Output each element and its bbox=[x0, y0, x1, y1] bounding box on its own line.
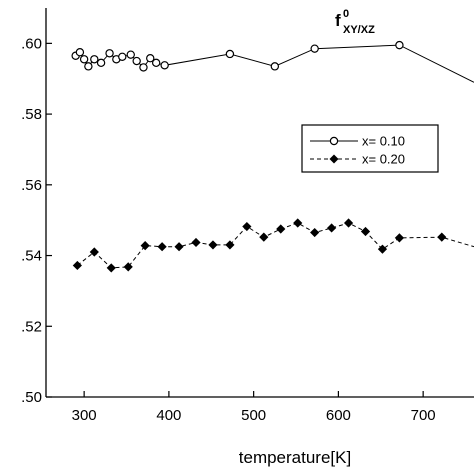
data-point-filled-diamond bbox=[225, 240, 235, 250]
data-point-filled-diamond bbox=[310, 227, 320, 238]
legend: x= 0.10 x= 0.20 bbox=[301, 124, 439, 173]
data-point-filled-diamond bbox=[293, 218, 303, 228]
y-tick-label: .50 bbox=[21, 389, 42, 406]
y-tick-label: .56 bbox=[21, 177, 42, 194]
data-point-open-circle bbox=[79, 55, 89, 64]
data-point-filled-diamond bbox=[72, 260, 82, 271]
data-point-open-circle bbox=[84, 62, 93, 71]
legend-entry-x020: x= 0.20 bbox=[310, 152, 405, 167]
y-tick-label: .52 bbox=[21, 318, 42, 335]
data-point-open-circle bbox=[395, 40, 404, 50]
data-point-filled-diamond bbox=[140, 241, 150, 251]
data-point-filled-diamond bbox=[327, 223, 337, 233]
annotation-main: f bbox=[335, 11, 341, 30]
legend-entry-x010: x= 0.10 bbox=[310, 134, 405, 149]
series-line-1 bbox=[77, 222, 474, 269]
legend-label-x010: x= 0.10 bbox=[362, 134, 405, 149]
annotation-subscript: XY/XZ bbox=[343, 24, 375, 36]
legend-marker-filled-diamond bbox=[329, 154, 339, 164]
series-layer bbox=[71, 40, 474, 273]
data-point-open-circle bbox=[270, 62, 280, 71]
data-point-filled-diamond bbox=[208, 240, 218, 250]
y-tick-label: .58 bbox=[21, 106, 42, 123]
data-point-open-circle bbox=[310, 44, 319, 53]
data-point-open-circle bbox=[146, 54, 155, 63]
plot-frame bbox=[45, 8, 474, 398]
data-point-open-circle bbox=[118, 52, 127, 62]
data-point-filled-diamond bbox=[394, 233, 405, 243]
x-tick-label: 700 bbox=[411, 407, 436, 424]
data-point-filled-diamond bbox=[242, 221, 252, 232]
data-point-filled-diamond bbox=[123, 262, 133, 272]
data-point-filled-diamond bbox=[276, 224, 286, 234]
x-tick-label: 600 bbox=[326, 407, 351, 424]
y-tick-label: .54 bbox=[21, 248, 42, 265]
annotation-f0-xyxz: f 0 XY/XZ bbox=[335, 8, 375, 36]
x-tick-label: 400 bbox=[156, 407, 181, 424]
data-point-open-circle bbox=[105, 49, 114, 58]
data-point-filled-diamond bbox=[437, 232, 447, 242]
data-point-open-circle bbox=[160, 61, 169, 70]
data-point-open-circle bbox=[90, 55, 99, 64]
x-axis-ticks: 300 400 500 600 700 bbox=[72, 391, 436, 424]
data-point-filled-diamond bbox=[157, 242, 167, 252]
data-point-open-circle bbox=[75, 48, 85, 57]
annotation-superscript: 0 bbox=[343, 8, 349, 20]
legend-label-x020: x= 0.20 bbox=[362, 152, 405, 167]
legend-marker-open-circle bbox=[329, 136, 339, 146]
data-point-filled-diamond bbox=[360, 226, 371, 237]
data-point-open-circle bbox=[139, 63, 148, 72]
data-point-filled-diamond bbox=[259, 232, 269, 242]
legend-box bbox=[301, 124, 439, 173]
data-point-filled-diamond bbox=[191, 237, 201, 248]
data-point-filled-diamond bbox=[343, 218, 354, 228]
y-axis-ticks: .50 .52 .54 .56 .58 .60 bbox=[21, 35, 52, 406]
data-point-open-circle bbox=[151, 58, 161, 68]
data-point-filled-diamond bbox=[106, 263, 116, 273]
data-point-open-circle bbox=[96, 58, 106, 68]
data-point-open-circle bbox=[225, 49, 235, 59]
x-tick-label: 500 bbox=[241, 407, 266, 424]
data-point-filled-diamond bbox=[89, 247, 99, 257]
data-point-open-circle bbox=[132, 56, 141, 66]
data-point-open-circle bbox=[126, 50, 135, 59]
data-point-filled-diamond bbox=[377, 244, 388, 254]
y-tick-label: .60 bbox=[21, 35, 42, 52]
x-axis-title: temperature[K] bbox=[239, 448, 351, 467]
x-tick-label: 300 bbox=[72, 407, 97, 424]
data-point-filled-diamond bbox=[174, 242, 184, 252]
